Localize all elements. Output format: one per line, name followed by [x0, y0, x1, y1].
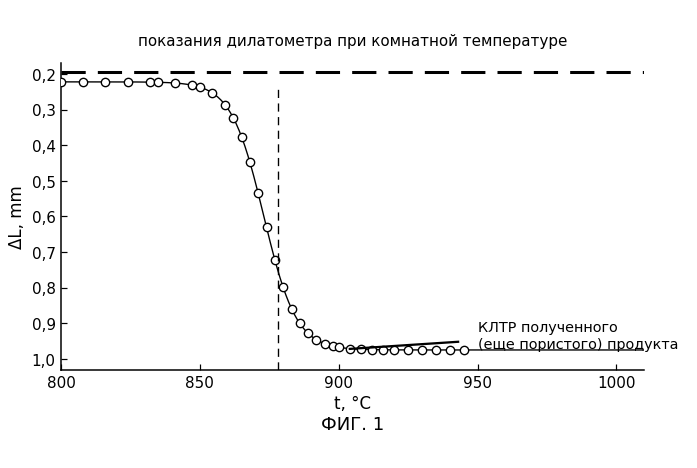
- Y-axis label: ΔL, mm: ΔL, mm: [8, 185, 26, 249]
- Text: ФИГ. 1: ФИГ. 1: [321, 416, 384, 433]
- X-axis label: t, °C: t, °C: [334, 395, 371, 412]
- Text: показания дилатометра при комнатной температуре: показания дилатометра при комнатной темп…: [138, 34, 567, 49]
- Text: КЛТР полученного
(еще пористого) продукта: КЛТР полученного (еще пористого) продукт…: [477, 321, 677, 351]
